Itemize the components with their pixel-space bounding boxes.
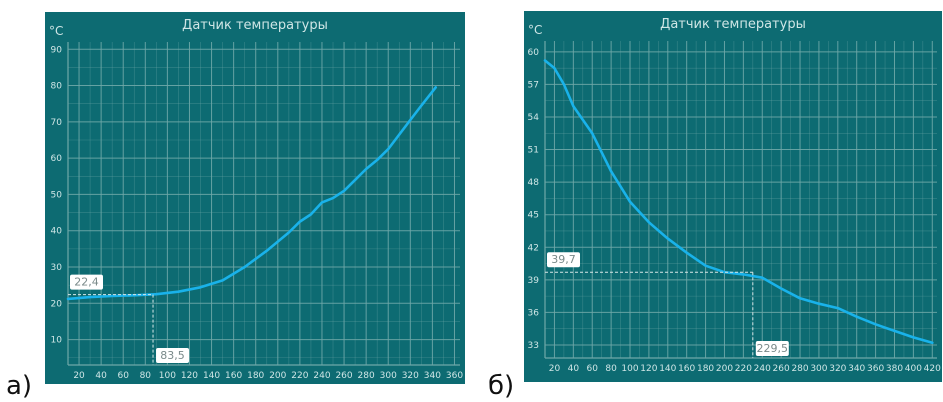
x-tick-label: 200 bbox=[269, 371, 286, 381]
y-tick-label: 40 bbox=[51, 227, 63, 237]
x-tick-label: 240 bbox=[313, 371, 330, 381]
y-tick-label: 70 bbox=[51, 118, 63, 128]
x-tick-label: 220 bbox=[735, 364, 752, 374]
marker-x-label: 229,5 bbox=[757, 342, 789, 355]
x-tick-label: 20 bbox=[549, 364, 561, 374]
x-tick-label: 220 bbox=[291, 371, 308, 381]
x-tick-label: 160 bbox=[225, 371, 242, 381]
x-tick-label: 140 bbox=[659, 364, 676, 374]
chart-background bbox=[45, 12, 465, 384]
series-line bbox=[66, 86, 438, 301]
y-tick-label: 39 bbox=[528, 276, 540, 286]
temperature-chart-b: 20 40 60 80 100 120 140 160 180 200 220 240 260 280 30… bbox=[524, 11, 942, 382]
chart-title: Датчик температуры bbox=[182, 18, 328, 33]
x-tick-label: 120 bbox=[181, 371, 198, 381]
x-tick-label: 100 bbox=[621, 364, 638, 374]
x-tick-label: 240 bbox=[754, 364, 771, 374]
x-tick-label: 260 bbox=[335, 371, 352, 381]
x-tick-label: 300 bbox=[810, 364, 827, 374]
panel-label-a: а) bbox=[6, 371, 33, 401]
y-tick-label: 54 bbox=[528, 113, 540, 123]
y-tick-label: 45 bbox=[528, 211, 539, 221]
x-tick-label: 80 bbox=[605, 364, 617, 374]
y-tick-label: 60 bbox=[528, 48, 540, 58]
y-tick-label: 51 bbox=[528, 146, 539, 156]
series-line bbox=[543, 59, 934, 345]
x-tick-label: 300 bbox=[380, 371, 397, 381]
x-tick-label: 260 bbox=[773, 364, 790, 374]
x-tick-label: 180 bbox=[697, 364, 714, 374]
x-tick-label: 180 bbox=[247, 371, 264, 381]
x-tick-label: 320 bbox=[402, 371, 419, 381]
x-tick-label: 320 bbox=[829, 364, 846, 374]
chart-background bbox=[524, 11, 942, 382]
x-tick-label: 340 bbox=[848, 364, 865, 374]
x-tick-label: 60 bbox=[117, 371, 129, 381]
x-tick-label: 40 bbox=[568, 364, 580, 374]
x-tick-label: 100 bbox=[159, 371, 176, 381]
x-tick-label: 280 bbox=[791, 364, 808, 374]
x-tick-label: 200 bbox=[716, 364, 733, 374]
x-tick-label: 60 bbox=[587, 364, 599, 374]
x-tick-label: 120 bbox=[640, 364, 657, 374]
y-tick-label: 80 bbox=[51, 82, 63, 92]
x-tick-label: 280 bbox=[358, 371, 375, 381]
temperature-chart-a: 20 40 60 80 100 120 140 160 180 200 220 240 260 280 30… bbox=[45, 12, 465, 384]
y-tick-label: 48 bbox=[528, 178, 540, 188]
y-tick-label: 10 bbox=[51, 336, 63, 346]
x-tick-label: 80 bbox=[140, 371, 152, 381]
panel-label-b: б) bbox=[488, 371, 515, 401]
x-tick-label: 20 bbox=[73, 371, 85, 381]
y-tick-label: 42 bbox=[528, 243, 539, 253]
y-axis-unit: °C bbox=[49, 24, 63, 38]
x-tick-label: 380 bbox=[886, 364, 903, 374]
marker-x-label-box bbox=[156, 348, 190, 363]
y-tick-label: 30 bbox=[51, 263, 63, 273]
marker-y-label: 22,4 bbox=[74, 276, 99, 289]
y-axis-unit: °C bbox=[528, 23, 542, 37]
y-tick-label: 33 bbox=[528, 341, 539, 351]
x-tick-label: 400 bbox=[905, 364, 922, 374]
marker-x-label-box bbox=[755, 341, 789, 356]
marker-y-label-box bbox=[70, 274, 103, 290]
x-tick-label: 340 bbox=[424, 371, 441, 381]
x-tick-label: 160 bbox=[678, 364, 695, 374]
y-tick-label: 57 bbox=[528, 80, 539, 90]
y-tick-label: 36 bbox=[528, 308, 540, 318]
marker-y-label: 39,7 bbox=[551, 253, 576, 266]
x-tick-label: 360 bbox=[446, 371, 463, 381]
chart-b: 20 40 60 80 100 120 140 160 180 200 220 240 260 280 30… bbox=[524, 11, 942, 382]
x-tick-label: 140 bbox=[203, 371, 220, 381]
y-tick-label: 20 bbox=[51, 299, 63, 309]
x-tick-label: 360 bbox=[867, 364, 884, 374]
y-tick-label: 90 bbox=[51, 45, 63, 55]
x-tick-label: 40 bbox=[95, 371, 107, 381]
y-tick-label: 60 bbox=[51, 154, 63, 164]
marker-x-label: 83,5 bbox=[160, 349, 185, 362]
chart-a: 20 40 60 80 100 120 140 160 180 200 220 240 260 280 30… bbox=[45, 12, 465, 384]
y-tick-label: 50 bbox=[51, 190, 63, 200]
chart-title: Датчик температуры bbox=[660, 17, 806, 32]
x-tick-label: 420 bbox=[924, 364, 941, 374]
marker-y-label-box bbox=[547, 252, 580, 268]
